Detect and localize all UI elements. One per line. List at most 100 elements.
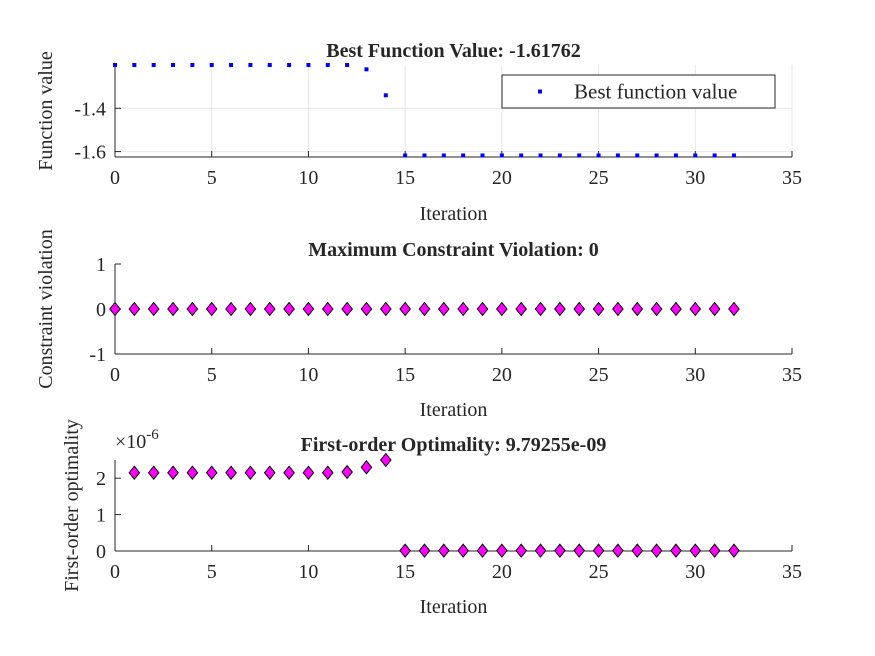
data-point — [248, 63, 253, 67]
data-point — [496, 301, 508, 317]
x-tick-label: 25 — [589, 167, 609, 189]
data-point — [635, 153, 640, 158]
data-point — [631, 301, 644, 317]
data-point — [325, 63, 330, 67]
x-tick-label: 10 — [298, 561, 318, 583]
x-tick-label: 0 — [110, 167, 120, 189]
data-point — [615, 153, 620, 158]
data-point — [113, 63, 117, 67]
data-point — [573, 543, 586, 558]
x-tick-label: 15 — [395, 561, 415, 583]
data-point — [132, 63, 137, 67]
x-tick-label: 0 — [110, 364, 120, 386]
data-point — [418, 301, 431, 317]
legend: Best function value — [501, 74, 776, 109]
y-axis-label: Constraint violation — [35, 229, 57, 388]
data-point — [538, 153, 543, 158]
data-point — [360, 301, 373, 317]
data-point — [360, 459, 373, 475]
data-point — [631, 543, 644, 558]
y-tick-label: -1.4 — [74, 98, 106, 120]
data-point — [689, 543, 702, 558]
x-tick-label: 20 — [492, 167, 512, 189]
x-tick-label: 30 — [685, 364, 705, 386]
data-point — [399, 301, 411, 317]
data-point — [321, 465, 334, 481]
data-point — [190, 63, 195, 67]
y-axis-label: Function value — [35, 51, 57, 171]
data-point — [186, 301, 199, 317]
data-point — [244, 301, 257, 317]
data-point — [712, 153, 717, 158]
x-axis-label: Iteration — [420, 203, 488, 225]
data-point — [263, 301, 276, 317]
y-tick-label: 2 — [96, 468, 106, 490]
data-point — [519, 153, 524, 158]
data-point — [441, 153, 446, 158]
data-point — [345, 63, 350, 67]
data-point — [263, 465, 276, 481]
data-point — [670, 301, 682, 317]
data-point — [496, 543, 508, 558]
data-point — [457, 301, 470, 317]
x-tick-label: 10 — [298, 167, 318, 189]
data-point — [399, 543, 411, 558]
data-point — [306, 63, 311, 67]
x-tick-label: 20 — [492, 364, 512, 386]
x-tick-label: 30 — [685, 561, 705, 583]
data-point — [457, 543, 470, 558]
data-point — [515, 301, 528, 317]
data-point — [670, 543, 682, 558]
data-point — [283, 301, 295, 317]
data-point — [476, 543, 489, 558]
data-point — [321, 301, 334, 317]
data-point — [689, 301, 702, 317]
data-point — [302, 465, 315, 481]
data-point — [283, 465, 295, 481]
data-point — [225, 465, 237, 481]
x-tick-label: 0 — [110, 561, 120, 583]
data-point — [554, 543, 566, 558]
x-tick-label: 20 — [492, 561, 512, 583]
data-point — [186, 465, 199, 481]
subplot-title: Maximum Constraint Violation: 0 — [308, 239, 599, 261]
data-point — [731, 153, 736, 158]
data-point — [229, 63, 234, 67]
data-point — [515, 543, 528, 558]
data-point — [476, 301, 489, 317]
subplot-3: 0 5 10 15 20 25 30 35 0 1 2 First-order Optimality:… — [61, 419, 802, 618]
data-point — [437, 301, 450, 317]
x-tick-label: 25 — [589, 561, 609, 583]
x-tick-label: 5 — [207, 364, 217, 386]
data-point — [592, 301, 605, 317]
data-point — [341, 301, 353, 317]
data-point — [287, 63, 292, 67]
data-point — [596, 153, 601, 158]
y-tick-label: 1 — [96, 505, 106, 527]
data-point — [147, 301, 160, 317]
x-axis-label: Iteration — [420, 399, 488, 421]
data-point — [612, 301, 624, 317]
data-point — [403, 153, 408, 158]
data-point — [128, 301, 141, 317]
subplot-1: 0 5 10 15 20 25 30 35 -1.6 -1.4 Best Function Valu… — [35, 40, 802, 225]
y-tick-label: -1.6 — [74, 142, 106, 164]
x-tick-label: 5 — [207, 561, 217, 583]
data-point — [364, 67, 369, 72]
y-exponent-label: ×10-6 — [115, 427, 159, 453]
x-tick-label: 35 — [782, 167, 802, 189]
data-point — [418, 543, 431, 558]
x-tick-label: 35 — [782, 364, 802, 386]
y-tick-label: 1 — [96, 254, 106, 276]
y-axis-label: First-order optimality — [61, 419, 83, 592]
data-point — [534, 543, 547, 558]
data-point — [654, 153, 659, 158]
data-point — [554, 301, 566, 317]
data-point — [147, 465, 160, 481]
x-tick-label: 5 — [207, 167, 217, 189]
data-point — [577, 153, 582, 158]
y-tick-label: 0 — [96, 541, 106, 563]
data-point — [592, 543, 605, 558]
data-point — [708, 301, 721, 317]
